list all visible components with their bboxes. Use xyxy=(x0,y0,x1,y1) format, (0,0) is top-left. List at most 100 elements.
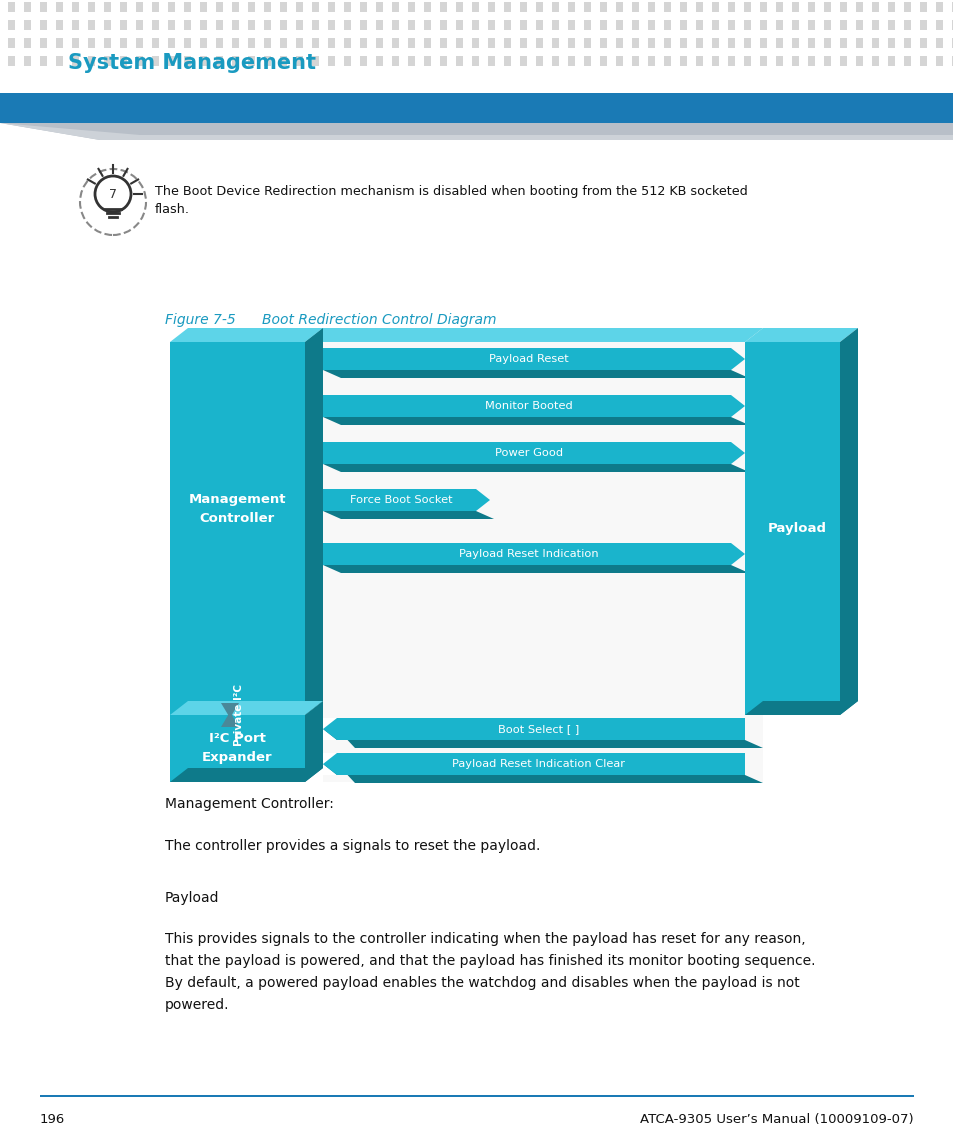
Polygon shape xyxy=(744,327,857,342)
Bar xyxy=(456,56,462,66)
Bar xyxy=(552,19,558,30)
Bar xyxy=(40,2,47,11)
Bar xyxy=(184,19,191,30)
Bar xyxy=(24,19,30,30)
Bar xyxy=(519,38,526,48)
Bar xyxy=(903,2,910,11)
Bar xyxy=(840,56,846,66)
Bar xyxy=(168,2,174,11)
Polygon shape xyxy=(305,327,323,714)
Bar xyxy=(136,38,143,48)
Bar xyxy=(552,38,558,48)
Bar xyxy=(519,19,526,30)
Bar xyxy=(711,2,719,11)
Bar xyxy=(711,19,719,30)
Polygon shape xyxy=(0,123,953,140)
Bar xyxy=(775,38,782,48)
Bar xyxy=(120,19,127,30)
Bar xyxy=(323,395,730,417)
Bar xyxy=(727,19,734,30)
Bar xyxy=(647,38,655,48)
Bar xyxy=(935,19,942,30)
Bar xyxy=(951,19,953,30)
Bar xyxy=(232,38,239,48)
Bar xyxy=(168,56,174,66)
Bar xyxy=(392,56,398,66)
Bar xyxy=(696,38,702,48)
Bar xyxy=(807,2,814,11)
Bar xyxy=(536,38,542,48)
Bar xyxy=(328,2,335,11)
Text: 7: 7 xyxy=(109,188,117,200)
Bar xyxy=(631,56,639,66)
Text: Figure 7-5      Boot Redirection Control Diagram: Figure 7-5 Boot Redirection Control Diag… xyxy=(165,313,496,327)
Bar xyxy=(679,56,686,66)
Bar xyxy=(88,38,95,48)
Bar xyxy=(336,718,744,740)
Text: 196: 196 xyxy=(40,1113,65,1126)
Bar xyxy=(215,38,223,48)
Bar xyxy=(312,38,318,48)
Bar xyxy=(616,38,622,48)
Text: Management
Controller: Management Controller xyxy=(189,492,286,524)
Bar xyxy=(104,56,111,66)
Bar xyxy=(56,2,63,11)
Bar xyxy=(679,19,686,30)
Bar xyxy=(104,19,111,30)
Polygon shape xyxy=(323,417,748,425)
Bar xyxy=(519,56,526,66)
Bar xyxy=(344,2,351,11)
Bar xyxy=(392,19,398,30)
Bar xyxy=(264,38,271,48)
Bar xyxy=(791,19,799,30)
Bar xyxy=(840,2,846,11)
Bar xyxy=(232,2,239,11)
Bar xyxy=(120,38,127,48)
Bar xyxy=(567,38,575,48)
Bar xyxy=(56,19,63,30)
Bar xyxy=(951,56,953,66)
Text: flash.: flash. xyxy=(154,203,190,216)
Bar xyxy=(503,2,511,11)
Bar xyxy=(887,56,894,66)
Bar xyxy=(408,19,415,30)
Bar xyxy=(631,38,639,48)
Text: Private I²C: Private I²C xyxy=(233,684,244,747)
Bar xyxy=(631,19,639,30)
Bar xyxy=(855,2,862,11)
Bar xyxy=(423,19,431,30)
Bar xyxy=(503,19,511,30)
Bar xyxy=(439,2,447,11)
Polygon shape xyxy=(323,764,762,783)
Bar xyxy=(743,56,750,66)
Bar xyxy=(323,718,744,740)
Bar xyxy=(743,19,750,30)
Bar xyxy=(264,56,271,66)
Bar xyxy=(871,2,878,11)
Bar xyxy=(170,714,305,782)
Bar xyxy=(919,19,926,30)
Bar xyxy=(280,56,287,66)
Bar xyxy=(24,56,30,66)
Text: This provides signals to the controller indicating when the payload has reset fo: This provides signals to the controller … xyxy=(165,932,815,1012)
Bar xyxy=(696,2,702,11)
Text: Management Controller:: Management Controller: xyxy=(165,797,334,811)
Bar xyxy=(8,2,15,11)
Bar xyxy=(583,2,590,11)
Text: Payload: Payload xyxy=(165,891,219,905)
Bar xyxy=(472,56,478,66)
Bar xyxy=(871,19,878,30)
Bar xyxy=(599,19,606,30)
Bar xyxy=(200,38,207,48)
Bar xyxy=(696,56,702,66)
Polygon shape xyxy=(323,564,748,572)
Polygon shape xyxy=(730,395,744,417)
Bar xyxy=(295,2,303,11)
Bar xyxy=(40,19,47,30)
Bar xyxy=(760,19,766,30)
Bar xyxy=(323,442,730,464)
Polygon shape xyxy=(305,701,323,782)
Bar xyxy=(8,38,15,48)
Bar xyxy=(295,56,303,66)
Bar xyxy=(472,2,478,11)
